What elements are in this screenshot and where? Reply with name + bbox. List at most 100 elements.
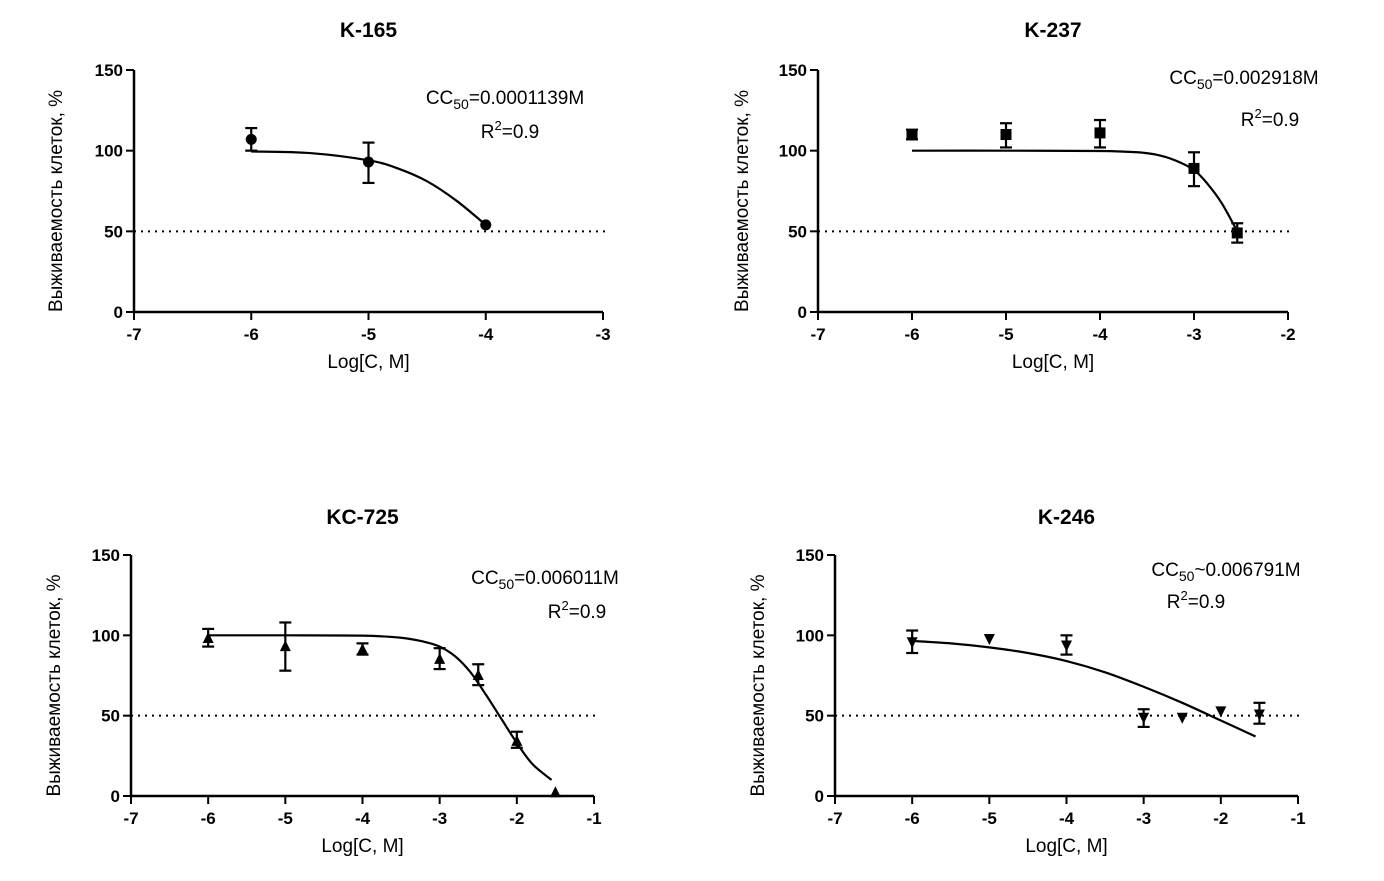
x-tick-label: -5 (278, 809, 293, 828)
y-tick-label: 0 (798, 303, 807, 322)
chart-panel-k-237: K-237 0 50 100 150 -7 -6 -5 -4 -3 -2 Log[C, M] Выжив… (732, 19, 1319, 373)
data-point (279, 621, 292, 672)
x-axis-label: Log[C, M] (1025, 836, 1107, 857)
y-tick-label: 150 (796, 546, 824, 565)
y-axis-label: Выживаемость клеток, % (732, 90, 753, 312)
r2-prefix: R (1167, 592, 1181, 613)
x-tick-label: -7 (126, 325, 141, 344)
cc50-annotation: CC50~0.006791M (1151, 560, 1300, 584)
marker-triangle-down (983, 634, 995, 646)
data-point (356, 642, 369, 656)
data-point (1231, 222, 1244, 244)
data-point (1137, 708, 1150, 729)
x-axis-label: Log[C, M] (321, 836, 403, 857)
r2-prefix: R (481, 122, 495, 143)
y-tick-label: 0 (815, 787, 824, 806)
cc50-value: =0.002918M (1212, 68, 1318, 89)
x-tick-label: -5 (361, 325, 376, 344)
y-tick-label: 50 (104, 222, 123, 241)
x-tick-label: -5 (982, 809, 997, 828)
r2-superscript: 2 (1254, 106, 1261, 121)
cc50-subscript: 50 (453, 96, 469, 112)
r2-value: =0.9 (569, 602, 607, 623)
y-axis-label: Выживаемость клеток, % (46, 90, 67, 312)
cc50-value: =0.006011M (514, 568, 619, 589)
x-tick-label: -1 (1290, 809, 1305, 828)
data-point (1000, 122, 1012, 149)
cc50-annotation: CC50=0.006011M (471, 568, 619, 592)
y-tick-label: 100 (92, 626, 120, 645)
fit-curve (208, 634, 553, 781)
marker-triangle-down (1061, 640, 1072, 652)
x-axis-label: Log[C, M] (327, 352, 409, 373)
cc50-subscript: 50 (1197, 76, 1213, 92)
marker-triangle-down (1253, 709, 1265, 721)
data-point (983, 634, 995, 646)
x-tick-label: -4 (355, 809, 371, 828)
y-tick-label: 100 (779, 142, 807, 161)
y-axis-label: Выживаемость клеток, % (748, 574, 769, 796)
r2-superscript: 2 (494, 118, 501, 133)
x-tick-label: -2 (509, 809, 524, 828)
data-point (549, 786, 561, 798)
r2-superscript: 2 (1180, 588, 1187, 603)
chart-panel-kc-725: KC-725 0 50 100 150 -7 -6 -5 -4 -3 -2 -1 Log[C, M] Вы… (44, 506, 619, 857)
data-point (202, 627, 215, 648)
data-point (1060, 634, 1073, 656)
cc50-prefix: CC (1151, 560, 1178, 581)
y-tick-label: 0 (111, 787, 120, 806)
data-point (510, 730, 523, 749)
chart-title: KC-725 (326, 506, 399, 529)
data-point (1176, 712, 1188, 724)
marker-square (1094, 127, 1106, 139)
y-tick-label: 100 (796, 626, 824, 645)
data-point (1094, 118, 1106, 149)
marker-triangle-down (1215, 706, 1227, 718)
chart-title: K-165 (340, 19, 398, 42)
marker-square (1188, 162, 1200, 174)
y-tick-label: 50 (788, 222, 807, 241)
data-point (1215, 706, 1227, 718)
x-tick-label: -6 (905, 809, 920, 828)
cc50-annotation: CC50=0.0001139M (426, 88, 584, 112)
marker-triangle-up (434, 652, 446, 664)
data-point (433, 647, 446, 671)
data-point (472, 663, 485, 687)
data-point (906, 629, 919, 655)
fit-curve (251, 150, 487, 226)
cc50-prefix: CC (471, 568, 498, 589)
x-tick-label: -4 (478, 325, 494, 344)
chart-panel-k-165: K-165 0 50 100 150 -7 -6 -5 -4 -3 Log[C, M] Выживае… (46, 19, 611, 373)
r2-annotation: R2=0.9 (1167, 588, 1225, 613)
r2-value: =0.9 (1188, 592, 1226, 613)
cc50-subscript: 50 (499, 576, 515, 592)
data-point (1253, 701, 1266, 725)
r2-value: =0.9 (502, 122, 540, 143)
y-tick-label: 100 (95, 142, 123, 161)
x-tick-label: -7 (123, 809, 138, 828)
y-tick-label: 150 (92, 546, 120, 565)
cc50-value: =0.0001139M (469, 88, 584, 109)
marker-triangle-down (1138, 712, 1150, 724)
data-point (906, 128, 918, 141)
x-tick-label: -6 (201, 809, 216, 828)
fit-curve (911, 149, 1239, 232)
x-tick-label: -3 (1136, 809, 1151, 828)
chart-title: K-246 (1038, 506, 1095, 529)
fit-curve (912, 639, 1257, 738)
y-axis-label: Выживаемость клеток, % (44, 574, 65, 796)
marker-triangle-up (549, 786, 561, 798)
x-tick-label: -7 (827, 809, 842, 828)
x-tick-label: -6 (904, 325, 919, 344)
x-tick-label: -3 (1186, 325, 1201, 344)
x-tick-label: -1 (586, 809, 601, 828)
y-tick-label: 0 (114, 303, 123, 322)
data-point (1188, 151, 1200, 188)
marker-triangle-up (357, 643, 368, 655)
r2-value: =0.9 (1262, 110, 1300, 131)
y-tick-label: 150 (779, 61, 807, 80)
marker-triangle-down (1176, 712, 1188, 724)
y-tick-label: 150 (95, 61, 123, 80)
r2-prefix: R (548, 602, 562, 623)
